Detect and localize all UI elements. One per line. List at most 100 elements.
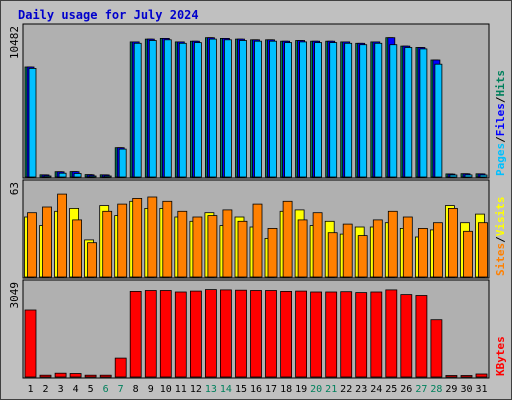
bar-sites-day-10 bbox=[162, 200, 173, 278]
bar-sites-day-1 bbox=[27, 212, 37, 278]
bar-sites-day-6 bbox=[102, 210, 113, 278]
chart-panels: 10482 Pages/Files/Hits 63 Sites/Visits 3049 K… bbox=[8, 23, 507, 379]
ymax-label: 63 bbox=[8, 182, 21, 195]
bar-sites-day-15 bbox=[237, 220, 248, 278]
bar-kbytes-day-18 bbox=[280, 290, 293, 378]
day-label-22: 22 bbox=[340, 384, 352, 395]
bar-sites-day-24 bbox=[372, 219, 383, 278]
bar-pages-day-12 bbox=[193, 42, 202, 178]
bar-pages-day-15 bbox=[239, 40, 247, 178]
bar-sites-day-16 bbox=[252, 203, 263, 278]
bar-sites-day-8 bbox=[132, 197, 143, 278]
bar-pages-day-10 bbox=[163, 39, 172, 178]
day-label-3: 3 bbox=[58, 384, 64, 395]
bar-kbytes-day-26 bbox=[400, 294, 413, 378]
day-label-5: 5 bbox=[88, 384, 94, 395]
bar-kbytes-day-22 bbox=[340, 291, 353, 378]
bar-kbytes-day-29 bbox=[445, 375, 458, 378]
bar-pages-day-4 bbox=[73, 173, 82, 178]
bar-sites-day-31 bbox=[478, 222, 488, 278]
bar-sites-day-23 bbox=[357, 235, 368, 278]
bar-sites-day-9 bbox=[147, 196, 158, 278]
bar-pages-day-8 bbox=[133, 42, 142, 178]
panel-hits_files_pages: 10482 Pages/Files/Hits bbox=[8, 23, 507, 179]
bar-pages-day-26 bbox=[404, 47, 413, 178]
bar-sites-day-30 bbox=[463, 230, 473, 278]
bar-sites-day-4 bbox=[72, 219, 82, 278]
bar-pages-day-29 bbox=[449, 174, 458, 178]
day-label-21: 21 bbox=[325, 384, 337, 395]
day-label-12: 12 bbox=[190, 384, 202, 395]
bar-kbytes-day-16 bbox=[250, 290, 262, 378]
panel-visits_sites: 63 Sites/Visits bbox=[8, 179, 507, 279]
bar-pages-day-25 bbox=[389, 44, 398, 178]
bar-pages-day-21 bbox=[329, 42, 338, 178]
day-label-29: 29 bbox=[445, 384, 457, 395]
bar-kbytes-day-19 bbox=[295, 290, 308, 378]
bar-pages-day-2 bbox=[43, 175, 52, 178]
day-label-6: 6 bbox=[103, 384, 109, 395]
chart-title: Daily usage for July 2024 bbox=[18, 8, 199, 22]
bar-kbytes-day-24 bbox=[370, 291, 383, 378]
bar-sites-day-28 bbox=[432, 222, 443, 278]
day-label-16: 16 bbox=[250, 384, 262, 395]
day-label-14: 14 bbox=[220, 384, 232, 395]
bar-kbytes-day-14 bbox=[219, 289, 232, 378]
day-label-8: 8 bbox=[133, 384, 139, 395]
bar-kbytes-day-25 bbox=[385, 289, 398, 378]
day-label-15: 15 bbox=[235, 384, 247, 395]
bar-sites-day-18 bbox=[282, 200, 293, 278]
bar-kbytes-day-30 bbox=[460, 375, 473, 378]
bar-kbytes-day-2 bbox=[39, 374, 52, 378]
bar-sites-day-5 bbox=[87, 242, 97, 278]
day-label-18: 18 bbox=[280, 384, 292, 395]
day-label-1: 1 bbox=[27, 384, 33, 395]
bar-pages-day-18 bbox=[284, 42, 293, 178]
bar-pages-day-31 bbox=[479, 174, 488, 178]
bar-sites-day-19 bbox=[297, 219, 308, 278]
bar-pages-day-9 bbox=[148, 40, 157, 178]
bar-kbytes-day-4 bbox=[69, 373, 82, 378]
bar-kbytes-day-10 bbox=[159, 290, 172, 378]
day-label-19: 19 bbox=[295, 384, 307, 395]
bar-pages-day-16 bbox=[254, 40, 262, 178]
bar-pages-day-13 bbox=[208, 38, 217, 178]
legend-files: Files bbox=[494, 103, 507, 136]
day-label-24: 24 bbox=[370, 384, 382, 395]
bar-kbytes-day-28 bbox=[430, 319, 443, 378]
day-label-17: 17 bbox=[265, 384, 277, 395]
bar-sites-day-13 bbox=[207, 215, 218, 278]
bar-pages-day-23 bbox=[359, 44, 368, 178]
legend-kbytes: KBytes bbox=[494, 336, 507, 376]
bar-kbytes-day-17 bbox=[265, 290, 277, 378]
bar-kbytes-day-27 bbox=[415, 295, 428, 378]
bar-pages-day-3 bbox=[58, 172, 67, 178]
bar-kbytes-day-15 bbox=[235, 289, 247, 378]
ymax-label: 10482 bbox=[8, 26, 21, 59]
bar-sites-day-7 bbox=[117, 203, 128, 278]
bar-kbytes-day-3 bbox=[54, 372, 67, 378]
bar-kbytes-day-31 bbox=[475, 373, 488, 378]
bar-sites-day-26 bbox=[402, 216, 413, 278]
bar-pages-day-24 bbox=[374, 42, 383, 178]
bar-kbytes-day-12 bbox=[189, 290, 202, 378]
bar-pages-day-11 bbox=[178, 42, 187, 178]
bar-sites-day-25 bbox=[387, 210, 398, 278]
bar-sites-day-3 bbox=[57, 193, 67, 278]
bar-sites-day-21 bbox=[327, 232, 338, 278]
bar-kbytes-day-23 bbox=[355, 292, 368, 378]
day-label-13: 13 bbox=[205, 384, 217, 395]
day-label-2: 2 bbox=[42, 384, 48, 395]
day-label-28: 28 bbox=[430, 384, 442, 395]
bar-pages-day-14 bbox=[223, 39, 232, 178]
day-label-26: 26 bbox=[400, 384, 412, 395]
day-label-10: 10 bbox=[160, 384, 172, 395]
bar-pages-day-5 bbox=[88, 175, 97, 178]
legend-pages: Pages bbox=[494, 143, 507, 176]
bar-kbytes-day-21 bbox=[325, 291, 338, 378]
bar-kbytes-day-11 bbox=[174, 291, 187, 378]
bar-pages-day-20 bbox=[314, 42, 323, 178]
day-label-7: 7 bbox=[118, 384, 124, 395]
bar-sites-day-12 bbox=[192, 216, 203, 278]
